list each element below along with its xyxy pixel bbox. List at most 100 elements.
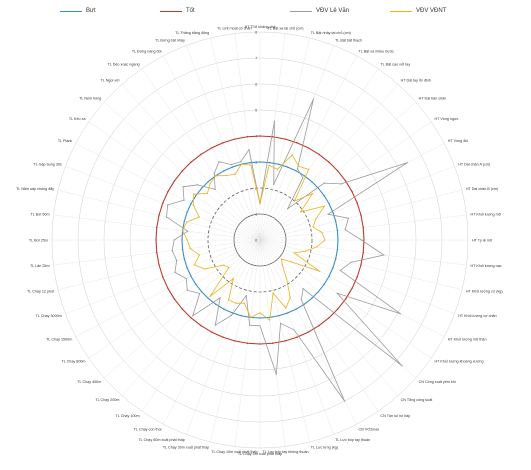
series-4-point-20 — [280, 258, 283, 260]
series-3-point-22 — [300, 299, 302, 301]
series-3-point-37 — [174, 271, 176, 273]
axis-label-40: TL Bơi 25m — [29, 238, 48, 242]
series-2-point-28 — [246, 342, 249, 344]
series-3-point-21 — [302, 288, 304, 290]
series-1-point-18 — [328, 275, 330, 277]
series-2-point-26 — [271, 342, 274, 344]
series-2-point-47 — [190, 161, 192, 163]
series-2-point-43 — [162, 202, 164, 204]
series-1-point-4 — [286, 166, 289, 168]
series-1-point-47 — [207, 180, 209, 183]
series-4-point-29 — [243, 302, 246, 304]
series-3-point-42 — [165, 216, 168, 218]
legend-item-series-3: VĐV Lê Văn — [290, 4, 349, 18]
axis-label-37: TL Chạy 3000m — [36, 314, 62, 318]
radar-series — [155, 98, 408, 402]
axis-label-36: TL Chạy 1500m — [46, 338, 72, 342]
axis-label-41: TL Bơi 50m — [30, 213, 49, 217]
legend-swatch-series-4 — [390, 10, 412, 12]
series-2-point-13 — [362, 226, 364, 229]
series-1-point-40 — [181, 239, 183, 241]
series-1-point-43 — [186, 211, 188, 214]
series-3-point-48 — [213, 173, 215, 175]
series-2-point-30 — [222, 336, 224, 338]
axis-label-8: HT Dài bàn chân — [419, 97, 447, 101]
axis-label-7: HT Dài tay ổn định — [401, 78, 431, 82]
series-1-point-24 — [286, 312, 289, 314]
series-2-point-31 — [210, 331, 213, 333]
series-3-point-31 — [214, 324, 216, 326]
series-2-point-3 — [284, 138, 286, 140]
series-4-point-28 — [249, 316, 252, 319]
series-1-point-44 — [190, 203, 192, 205]
axis-label-24: TL Lực bóp tay thuận — [335, 438, 370, 442]
series-4-point-5 — [298, 165, 300, 167]
series-2-point-7 — [328, 161, 330, 163]
series-2-point-48 — [200, 153, 202, 156]
axis-label-44: TL Plank — [58, 139, 73, 143]
series-1-point-39 — [181, 248, 184, 251]
ring-tick-1: 1 — [255, 213, 257, 217]
axis-label-11: HT Dài chân A (cm) — [458, 163, 490, 167]
series-1-point-36 — [190, 275, 192, 277]
series-2-point-41 — [156, 226, 158, 229]
series-4-point-35 — [223, 264, 225, 266]
legend-item-series-2: Tốt — [160, 4, 195, 18]
axis-label-6: TL Bật cao với tay — [380, 63, 410, 67]
series-4-point-21 — [281, 264, 284, 266]
series-3-point-34 — [199, 292, 201, 295]
series-4-point-39 — [189, 247, 191, 250]
axis-label-39: TL Lặn 25m — [30, 264, 50, 268]
series-4-point-47 — [209, 182, 211, 185]
series-1-point-19 — [323, 283, 325, 286]
series-4-point-48 — [215, 175, 217, 177]
series-2-point-46 — [181, 170, 183, 172]
series-1-point-23 — [295, 308, 297, 310]
series-2-point-11 — [356, 202, 358, 204]
series-2-point-51 — [234, 138, 236, 140]
series-4-point-26 — [269, 319, 271, 321]
series-1-point-34 — [200, 291, 203, 293]
series-1-point-52 — [249, 161, 252, 164]
ring-tick-8: 8 — [255, 31, 257, 35]
axis-label-47: TL Ngồi với — [101, 78, 120, 82]
series-4-point-22 — [285, 277, 288, 280]
series-1-point-11 — [332, 211, 334, 214]
ring-tick-5: 5 — [255, 109, 257, 113]
axis-label-43: TL Gập bụng 30s — [33, 163, 62, 167]
series-3-point-30 — [230, 314, 233, 316]
series-2-point-24 — [296, 336, 298, 338]
series-3-point-18 — [399, 313, 402, 315]
series-4-point-27 — [259, 312, 261, 314]
series-2-point-25 — [284, 340, 286, 342]
series-4-point-50 — [234, 173, 236, 175]
legend-item-series-1: Bưt — [60, 4, 96, 18]
series-4-point-17 — [293, 252, 295, 254]
series-3-point-46 — [197, 184, 199, 186]
series-4-point-23 — [289, 296, 291, 299]
series-4-point-25 — [272, 292, 274, 294]
series-3-point-39 — [171, 250, 173, 252]
series-3-point-35 — [186, 289, 188, 291]
series-3-point-19 — [336, 292, 338, 294]
series-3-point-12 — [347, 217, 349, 219]
axis-label-33: TL Chạy 200m — [95, 398, 119, 402]
series-4-point-13 — [321, 231, 323, 234]
series-3-point-20 — [401, 365, 403, 367]
axis-label-3: TL Bật nhảy tại chỗ (cm) — [311, 30, 351, 35]
series-1-point-49 — [223, 170, 225, 172]
legend-label-series-1: Bưt — [86, 8, 96, 14]
series-4-point-38 — [198, 254, 201, 256]
series-2-point-19 — [344, 298, 347, 300]
series-3-point-4 — [312, 98, 315, 100]
series-4-point-40 — [186, 239, 188, 241]
series-3-point-17 — [339, 269, 341, 272]
axis-label-21: CN Tổng công suất — [401, 398, 433, 402]
series-3-point-33 — [192, 315, 194, 317]
series-4-point-14 — [324, 239, 326, 241]
series-3-point-47 — [214, 188, 216, 191]
series-1-point-12 — [335, 220, 337, 223]
series-4-point-41 — [181, 229, 184, 232]
series-3-point-52 — [248, 149, 250, 151]
axis-label-9: HT Vòng ngực — [434, 117, 458, 121]
